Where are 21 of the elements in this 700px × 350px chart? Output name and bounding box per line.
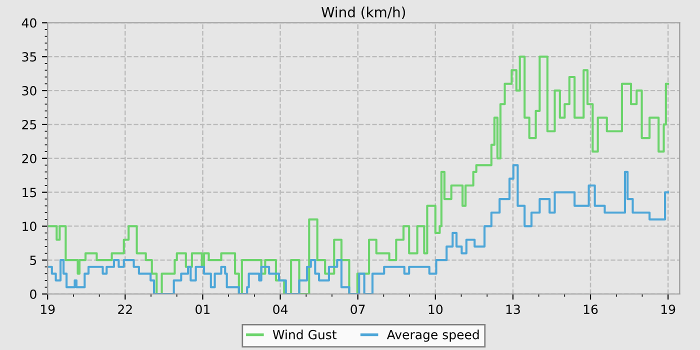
y-tick-label: 5 bbox=[30, 256, 36, 266]
y-tick-label: 20 bbox=[22, 154, 36, 164]
x-tick-label: 13 bbox=[506, 304, 520, 314]
y-tick-label: 0 bbox=[30, 289, 36, 299]
x-tick-label: 07 bbox=[350, 304, 365, 314]
legend-label: Average speed bbox=[386, 330, 479, 342]
x-tick-label: 04 bbox=[273, 304, 288, 314]
y-tick-label: 15 bbox=[22, 188, 36, 198]
y-tick-label: 25 bbox=[22, 120, 36, 130]
x-tick-label: 16 bbox=[584, 304, 598, 314]
chart-title: Wind (km/h) bbox=[322, 6, 406, 20]
y-tick-label: 10 bbox=[22, 222, 36, 232]
x-tick-label: 10 bbox=[428, 304, 443, 314]
y-tick-label: 35 bbox=[22, 52, 36, 62]
x-tick-label: 19 bbox=[41, 304, 55, 314]
y-tick-label: 40 bbox=[22, 18, 36, 28]
x-tick-label: 22 bbox=[118, 304, 132, 314]
x-tick-label: 19 bbox=[661, 304, 676, 314]
x-tick-label: 01 bbox=[196, 304, 210, 314]
y-tick-label: 30 bbox=[22, 86, 36, 96]
legend-label: Wind Gust bbox=[272, 330, 337, 340]
